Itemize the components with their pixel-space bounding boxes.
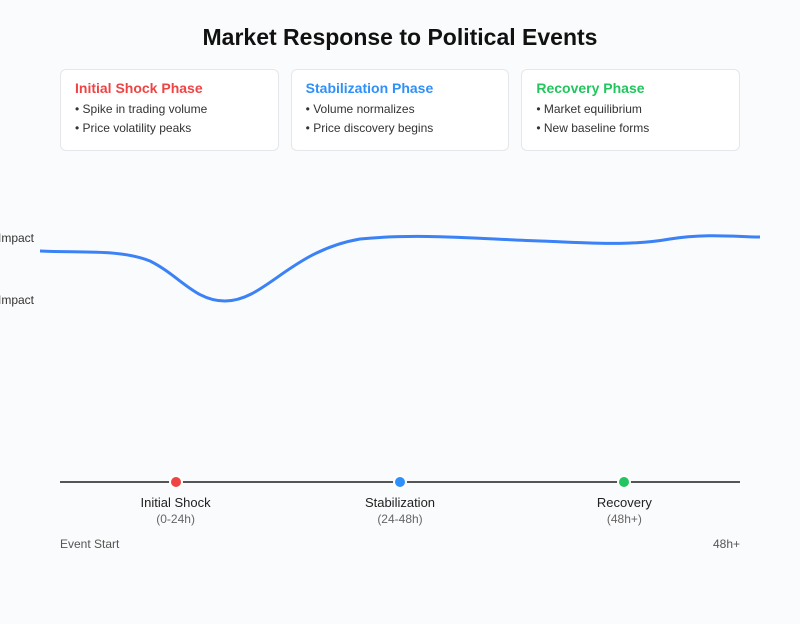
ylabel-low: Low Impact [0, 293, 34, 307]
timeline-label-shock: Initial Shock (0-24h) [96, 495, 256, 526]
timeline-dot-stabilization [393, 475, 407, 489]
timeline-dot-recovery [617, 475, 631, 489]
card-bullet: • New baseline forms [536, 119, 725, 138]
timeline-dot-shock [169, 475, 183, 489]
timeline-label-stabilization: Stabilization (24-48h) [320, 495, 480, 526]
card-initial-shock: Initial Shock Phase • Spike in trading v… [60, 69, 279, 151]
curve-path [40, 236, 760, 301]
timeline-label-recovery: Recovery (48h+) [544, 495, 704, 526]
timeline-label-sub: (0-24h) [96, 512, 256, 526]
timeline-label-text: Stabilization [320, 495, 480, 510]
card-bullet: • Spike in trading volume [75, 100, 264, 119]
page-title: Market Response to Political Events [20, 0, 780, 69]
timeline-label-sub: (48h+) [544, 512, 704, 526]
card-title: Recovery Phase [536, 80, 725, 96]
xaxis-start: Event Start [60, 537, 119, 551]
card-stabilization: Stabilization Phase • Volume normalizes … [291, 69, 510, 151]
xaxis-end: 48h+ [713, 537, 740, 551]
card-bullet: • Market equilibrium [536, 100, 725, 119]
timeline-label-text: Initial Shock [96, 495, 256, 510]
timeline-label-sub: (24-48h) [320, 512, 480, 526]
card-bullet: • Price volatility peaks [75, 119, 264, 138]
card-title: Stabilization Phase [306, 80, 495, 96]
impact-curve [40, 191, 760, 351]
card-bullet: • Volume normalizes [306, 100, 495, 119]
card-recovery: Recovery Phase • Market equilibrium • Ne… [521, 69, 740, 151]
phase-cards: Initial Shock Phase • Spike in trading v… [20, 69, 780, 151]
ylabel-high: High Impact [0, 231, 34, 245]
card-bullet: • Price discovery begins [306, 119, 495, 138]
impact-chart: High Impact Low Impact [40, 191, 760, 351]
timeline-label-text: Recovery [544, 495, 704, 510]
timeline: Initial Shock (0-24h) Stabilization (24-… [60, 481, 740, 483]
card-title: Initial Shock Phase [75, 80, 264, 96]
